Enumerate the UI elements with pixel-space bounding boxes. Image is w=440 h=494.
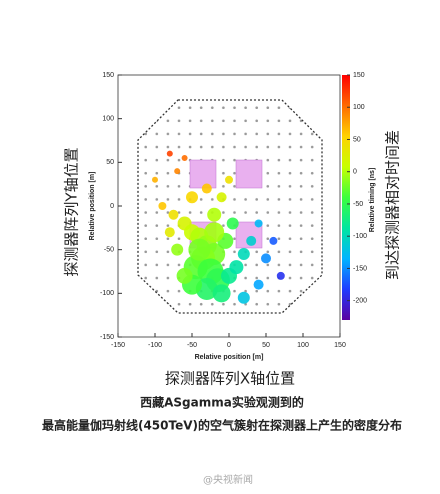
caption-line: 最高能量伽玛射线(450TeV)的空气簇射在探测器上产生的密度分布 xyxy=(42,418,402,433)
hit xyxy=(207,207,222,222)
hit xyxy=(152,176,158,183)
array-boundary xyxy=(137,99,323,314)
hit xyxy=(225,175,233,184)
hit xyxy=(269,236,278,245)
x-tick-label: -150 xyxy=(111,342,125,349)
hit xyxy=(254,219,263,228)
hit xyxy=(164,227,175,238)
x-tick-label: 150 xyxy=(334,342,346,349)
hit xyxy=(188,238,211,261)
colorbar-label-cn: 到达探测器相对时间差 xyxy=(384,130,402,280)
caption-line: 西藏ASgamma实验观测到的 xyxy=(140,395,304,410)
colorbar-tick-label: 0 xyxy=(353,169,357,176)
hit xyxy=(181,154,188,161)
hit xyxy=(201,183,212,194)
x-axis-label: Relative position [m] xyxy=(195,354,264,361)
hit xyxy=(204,222,225,243)
hit xyxy=(253,279,264,290)
colorbar-tick-label: 50 xyxy=(353,136,361,143)
y-tick-label: 150 xyxy=(102,72,114,79)
hit xyxy=(246,235,257,246)
colorbar-tick-label: 150 xyxy=(353,72,365,79)
hit xyxy=(212,284,231,303)
y-axis-label-cn: 探测器阵列Y轴位置 xyxy=(63,147,81,276)
colorbar-tick-label: -50 xyxy=(353,201,363,208)
colorbar-tick-label: -150 xyxy=(353,265,367,272)
x-tick-label: 0 xyxy=(227,342,231,349)
colorbar xyxy=(342,75,350,320)
y-tick-label: 0 xyxy=(110,203,114,210)
hit xyxy=(166,150,173,157)
hit xyxy=(229,260,244,275)
hit xyxy=(216,192,227,203)
hit xyxy=(176,267,193,284)
x-tick-label: 50 xyxy=(262,342,270,349)
y-tick-label: 100 xyxy=(102,116,114,123)
colorbar-tick-label: -100 xyxy=(353,233,367,240)
colorbar-label: Relative timing [ns] xyxy=(369,168,376,233)
y-tick-label: 50 xyxy=(106,159,114,166)
colorbar-tick-label: 100 xyxy=(353,104,365,111)
y-tick-label: -150 xyxy=(100,334,114,341)
hit xyxy=(171,243,184,256)
hit xyxy=(276,271,285,280)
x-tick-label: -100 xyxy=(148,342,162,349)
hit xyxy=(261,253,271,264)
y-tick-label: -100 xyxy=(100,290,114,297)
x-tick-label: -50 xyxy=(187,342,197,349)
hit xyxy=(168,209,179,220)
y-axis-label: Relative position [m] xyxy=(89,172,96,241)
hit xyxy=(186,191,198,204)
y-tick-label: -50 xyxy=(104,247,114,254)
watermark: @央视新闻 xyxy=(203,473,253,486)
hit xyxy=(226,217,239,230)
hit xyxy=(174,168,181,175)
hit xyxy=(237,291,250,304)
hit xyxy=(237,248,250,261)
x-axis-label-cn: 探测器阵列X轴位置 xyxy=(165,370,295,388)
hit xyxy=(158,202,167,210)
colorbar-tick-label: -200 xyxy=(353,298,367,305)
x-tick-label: 100 xyxy=(297,342,309,349)
